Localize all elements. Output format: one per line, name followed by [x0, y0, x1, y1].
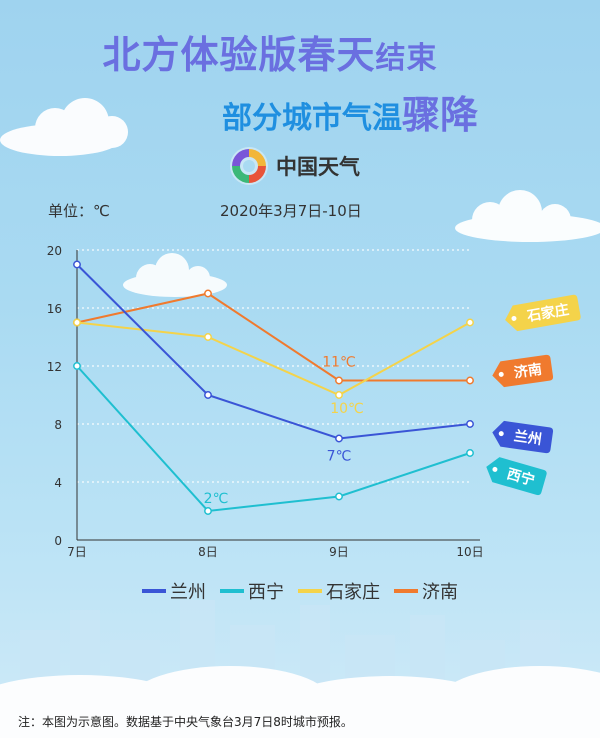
data-point-济南 — [204, 289, 212, 298]
china-weather-logo-icon — [230, 147, 268, 185]
unit-label: 单位：℃ — [48, 202, 110, 220]
series-tag-济南: 济南 — [492, 354, 554, 388]
data-point-石家庄 — [204, 333, 212, 341]
series-line-济南 — [76, 292, 470, 382]
data-point-济南 — [335, 376, 343, 385]
series-tag-石家庄: 石家庄 — [505, 294, 581, 332]
legend-item-济南: 济南 — [394, 578, 458, 604]
data-point-石家庄 — [335, 391, 343, 399]
series-line-西宁 — [76, 365, 471, 513]
data-label-石家庄: 10℃ — [330, 401, 364, 417]
sub-title: 部分城市气温骤降 — [100, 84, 600, 139]
cloud-right — [455, 190, 600, 242]
series-line-兰州 — [76, 263, 471, 440]
series-tag-西宁: 西宁 — [486, 457, 547, 496]
data-point-石家庄 — [466, 318, 474, 327]
data-point-兰州 — [335, 434, 343, 443]
data-point-兰州 — [466, 420, 474, 428]
series-tag-hole — [498, 371, 504, 377]
legend-item-西宁: 西宁 — [220, 578, 284, 604]
legend-label: 济南 — [422, 582, 458, 603]
y-tick-label: 16 — [47, 302, 62, 316]
brand-name: 中国天气 — [276, 155, 360, 179]
data-point-西宁 — [466, 449, 474, 457]
data-point-兰州 — [73, 260, 81, 269]
legend-item-兰州: 兰州 — [142, 578, 206, 604]
bottom-clouds — [0, 666, 600, 738]
footnote: 注：本图为示意图。数据基于中央气象台3月7日8时城市预报。 — [18, 715, 353, 729]
x-tick-label: 8日 — [198, 545, 218, 559]
y-tick-label: 12 — [47, 360, 62, 374]
brand: 中国天气 — [228, 145, 360, 187]
series-tag-兰州: 兰州 — [492, 420, 554, 454]
series-tag-shape — [492, 354, 554, 388]
y-tick-label: 20 — [47, 244, 62, 258]
legend: 兰州 西宁 石家庄 济南 — [0, 578, 600, 604]
data-point-石家庄 — [73, 318, 81, 327]
x-tick-label: 9日 — [329, 545, 349, 559]
subtitle-main-text: 部分城市气温 — [221, 101, 402, 136]
data-label-济南: 11℃ — [322, 355, 356, 371]
series-tag-hole — [498, 431, 504, 437]
subtitle-tail-text: 骤降 — [401, 93, 478, 137]
main-title: 北方体验版春天结束 — [0, 24, 540, 79]
data-point-兰州 — [204, 391, 212, 399]
data-point-济南 — [466, 376, 474, 385]
data-point-西宁 — [73, 362, 81, 370]
data-point-西宁 — [204, 507, 212, 515]
legend-swatch — [220, 589, 244, 593]
legend-label: 石家庄 — [326, 582, 380, 603]
series-tag-shape — [492, 420, 554, 454]
series-tag-label: 兰州 — [513, 428, 543, 449]
title-main-text: 北方体验版春天 — [102, 33, 376, 77]
legend-swatch — [394, 589, 418, 593]
title-tail-text: 结束 — [375, 41, 438, 76]
date-range: 2020年3月7日-10日 — [220, 202, 362, 220]
series-tag-shape — [486, 457, 547, 496]
y-tick-label: 8 — [54, 418, 62, 432]
data-point-西宁 — [335, 492, 343, 501]
legend-swatch — [142, 589, 166, 593]
series-tag-label: 济南 — [513, 361, 543, 382]
series-tag-hole — [511, 315, 517, 321]
series-tag-shape — [505, 294, 581, 332]
y-tick-label: 0 — [54, 534, 62, 548]
series-tag-hole — [492, 466, 498, 472]
legend-label: 西宁 — [248, 582, 284, 603]
cloud-mid — [123, 253, 227, 297]
legend-swatch — [298, 589, 322, 593]
legend-label: 兰州 — [170, 582, 206, 603]
cloud-left — [0, 98, 128, 156]
data-label-西宁: 2℃ — [204, 491, 229, 507]
legend-item-石家庄: 石家庄 — [298, 578, 380, 604]
data-label-兰州: 7℃ — [327, 449, 352, 465]
series-line-石家庄 — [76, 321, 471, 397]
x-tick-label: 7日 — [67, 545, 87, 559]
y-tick-label: 4 — [54, 476, 62, 490]
x-tick-label: 10日 — [456, 545, 483, 559]
